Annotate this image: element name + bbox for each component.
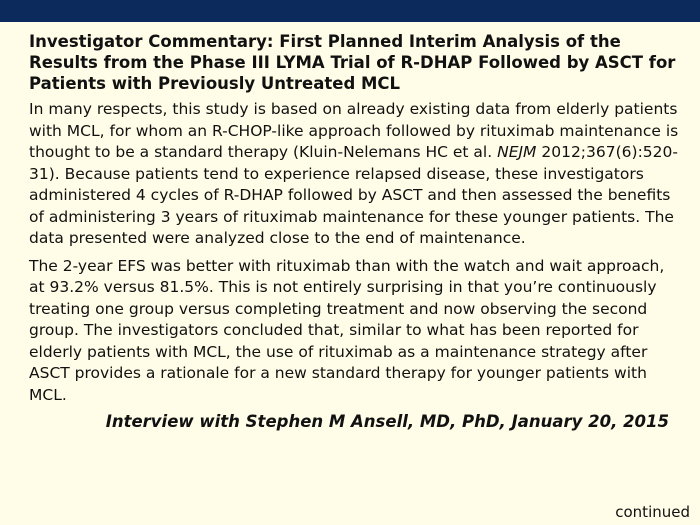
paragraph-1-text-a: In many respects, this study is based on… (29, 100, 679, 161)
header-bar (0, 0, 700, 22)
slide-content: Investigator Commentary: First Planned I… (29, 31, 679, 431)
paragraph-1-text-b: 2012;367(6):520-31). Because patients te… (29, 143, 678, 247)
journal-name: NEJM (497, 143, 537, 161)
commentary-paragraph-1: In many respects, this study is based on… (29, 99, 679, 250)
slide-title: Investigator Commentary: First Planned I… (29, 32, 676, 93)
commentary-paragraph-2: The 2-year EFS was better with rituximab… (29, 256, 665, 404)
continued-label: continued (615, 503, 690, 521)
interview-credit: Interview with Stephen M Ansell, MD, PhD… (105, 412, 669, 431)
